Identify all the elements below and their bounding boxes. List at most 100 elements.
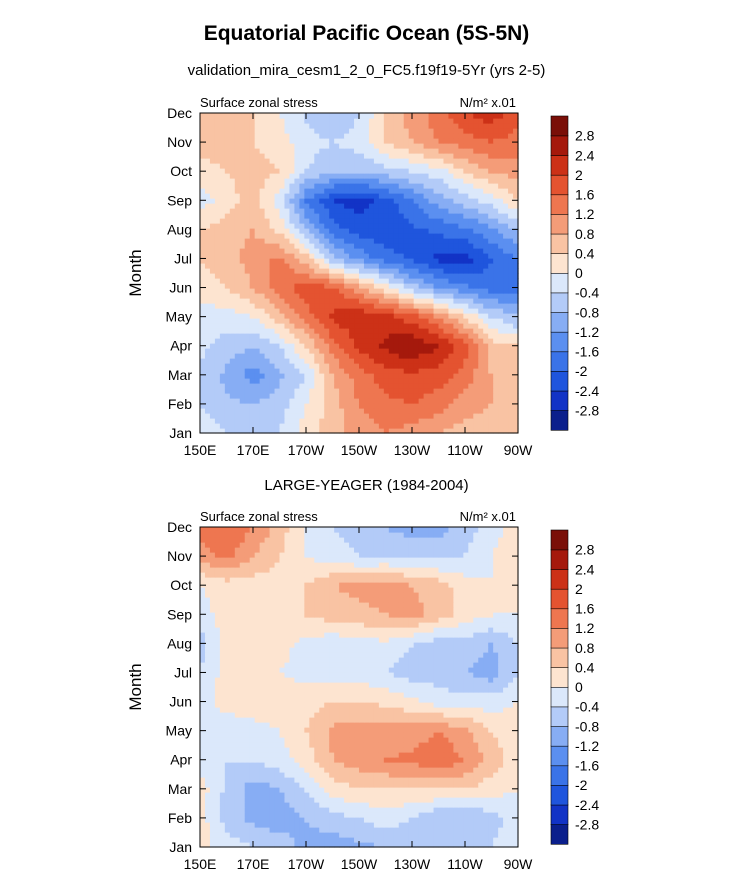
field-cell: [408, 403, 415, 409]
field-cell: [498, 188, 504, 194]
field-cell: [468, 812, 474, 818]
colorbar-label: -2: [575, 363, 588, 379]
field-cell: [214, 223, 221, 229]
field-cell: [209, 328, 216, 334]
field-cell: [398, 258, 405, 264]
field-cell: [378, 358, 385, 364]
field-cell: [398, 338, 405, 344]
field-cell: [508, 308, 514, 314]
field-cell: [264, 273, 271, 279]
field-cell: [453, 353, 459, 359]
field-cell: [284, 348, 291, 354]
field-cell: [274, 133, 281, 139]
field-cell: [304, 213, 310, 219]
field-cell: [244, 368, 251, 374]
field-cell: [388, 223, 395, 229]
field-cell: [508, 797, 514, 803]
field-cell: [438, 148, 445, 154]
field-cell: [388, 313, 395, 319]
field-cell: [359, 243, 365, 249]
field-cell: [478, 123, 484, 129]
field-cell: [453, 283, 459, 289]
field-cell: [483, 413, 489, 419]
field-cell: [264, 263, 271, 269]
field-cell: [324, 343, 330, 349]
field-cell: [219, 303, 226, 309]
field-cell: [488, 348, 494, 354]
field-cell: [339, 148, 345, 154]
field-cell: [244, 213, 251, 219]
field-cell: [423, 163, 430, 169]
field-cell: [339, 378, 345, 384]
field-cell: [339, 113, 345, 119]
field-cell: [453, 193, 459, 199]
field-cell: [433, 133, 440, 139]
field-cell: [503, 293, 509, 299]
field-cell: [433, 842, 440, 848]
field-cell: [244, 203, 251, 209]
field-cell: [503, 827, 509, 833]
field-cell: [284, 238, 291, 244]
field-cell: [339, 363, 345, 369]
field-cell: [224, 358, 231, 364]
field-cell: [329, 403, 335, 409]
field-cell: [304, 168, 310, 174]
field-cell: [324, 308, 330, 314]
field-cell: [229, 133, 236, 139]
field-cell: [453, 173, 459, 179]
field-cell: [239, 792, 246, 798]
field-cell: [329, 802, 335, 808]
field-cell: [304, 163, 310, 169]
field-cell: [393, 123, 400, 129]
field-cell: [334, 408, 340, 414]
field-cell: [423, 248, 430, 254]
field-cell: [398, 348, 405, 354]
field-cell: [473, 288, 479, 294]
field-cell: [383, 253, 390, 259]
field-cell: [398, 313, 405, 319]
field-cell: [254, 138, 261, 144]
field-cell: [508, 193, 514, 199]
field-cell: [448, 333, 455, 339]
field-cell: [324, 822, 330, 828]
field-cell: [239, 348, 246, 354]
field-cell: [344, 293, 350, 299]
field-cell: [329, 817, 335, 823]
field-cell: [294, 188, 300, 194]
field-cell: [428, 193, 435, 199]
field-cell: [433, 393, 440, 399]
field-cell: [428, 198, 435, 204]
field-cell: [339, 313, 345, 319]
field-cell: [438, 797, 445, 803]
field-cell: [458, 338, 464, 344]
field-cell: [269, 273, 276, 279]
field-cell: [329, 208, 335, 214]
field-cell: [413, 198, 420, 204]
field-cell: [438, 792, 445, 798]
field-cell: [458, 403, 464, 409]
field-cell: [214, 303, 221, 309]
field-cell: [284, 807, 291, 813]
field-cell: [428, 228, 435, 234]
field-cell: [503, 832, 509, 838]
field-cell: [498, 178, 504, 184]
field-cell: [294, 253, 300, 259]
field-cell: [209, 118, 216, 124]
field-cell: [204, 398, 211, 404]
field-cell: [339, 348, 345, 354]
field-cell: [413, 238, 420, 244]
colorbar: -2.8-2.4-2-1.6-1.2-0.8-0.400.40.81.21.62…: [550, 115, 599, 431]
field-cell: [294, 243, 300, 249]
field-cell: [254, 258, 261, 264]
field-cell: [378, 403, 385, 409]
field-cell: [388, 128, 395, 134]
field-cell: [433, 348, 440, 354]
field-cell: [239, 228, 246, 234]
field-cell: [249, 378, 256, 384]
field-cell: [453, 138, 459, 144]
field-cell: [363, 403, 370, 409]
field-cell: [329, 253, 335, 259]
field-cell: [408, 388, 415, 394]
field-cell: [388, 393, 395, 399]
field-cell: [319, 323, 325, 329]
